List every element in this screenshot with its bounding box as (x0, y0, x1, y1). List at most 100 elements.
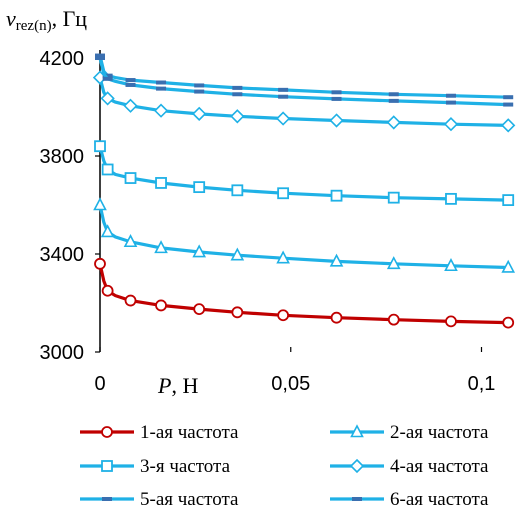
legend-item-6: 6-ая частота (330, 489, 489, 510)
legend-label: 2-ая частота (390, 422, 489, 443)
series-2-point (123, 234, 138, 248)
series-2-point (100, 224, 115, 238)
series-3-line (98, 145, 509, 202)
series-6-point (278, 94, 289, 99)
series-3-point (277, 187, 290, 200)
series-2-line (98, 204, 509, 270)
series-2 (93, 197, 516, 273)
series-1-point (231, 306, 244, 319)
legend-label: 5-ая частота (140, 489, 239, 510)
legend-item-3: 3-я частота (80, 456, 231, 477)
series-2-point (501, 259, 516, 273)
series-5-point (156, 80, 167, 85)
legend-label: 6-ая частота (390, 489, 489, 510)
series-6 (95, 56, 514, 107)
series-1-line (98, 263, 509, 325)
y-tick-label: 4200 (40, 48, 85, 70)
series-4-point (230, 109, 245, 124)
series-layer (92, 53, 516, 329)
series-1-point (124, 294, 137, 307)
series-4-point (100, 91, 115, 106)
series-1-point (330, 311, 343, 324)
x-axis-ticks: 0 0,05 0,1 (94, 347, 495, 395)
legend-label: 4-ая частота (390, 456, 489, 477)
x-tick-label: 0 (94, 373, 105, 395)
series-6-point (156, 86, 167, 91)
series-4-point (123, 98, 138, 113)
legend-swatch-marker (101, 426, 113, 438)
series-3-point (94, 140, 106, 153)
series-1-point (101, 284, 114, 297)
series-3 (94, 140, 515, 207)
series-5-point (278, 87, 289, 92)
series-1-point (502, 316, 515, 329)
x-axis-label: P, Н (157, 373, 198, 398)
x-tick-label: 0,05 (271, 373, 310, 395)
series-1-point (277, 309, 290, 322)
series-3-point (193, 181, 206, 194)
series-4-point (275, 111, 291, 126)
legend-swatch-marker (101, 460, 113, 472)
series-2-point (276, 250, 290, 264)
series-4-point (386, 115, 401, 130)
y-axis-label: vrez(n), Гц (6, 6, 87, 34)
series-4-point (443, 117, 459, 132)
series-5-point (388, 92, 399, 97)
series-6-point (388, 98, 399, 103)
series-3-point (387, 191, 400, 204)
series-6-point (331, 96, 342, 101)
series-6-point (125, 82, 136, 87)
series-5-point (125, 78, 136, 83)
series-2-point (192, 244, 207, 258)
series-6-point (95, 56, 105, 60)
series-2-point (444, 258, 458, 272)
series-6-point (503, 102, 514, 107)
series-5-point (445, 93, 456, 98)
series-3-point (502, 194, 515, 207)
legend-item-1: 1-ая частота (80, 422, 239, 443)
series-6-point (194, 89, 205, 94)
legend-item-2: 2-ая частота (330, 422, 489, 443)
x-tick-label: 0,1 (468, 373, 496, 395)
y-tick-label: 3800 (40, 146, 85, 168)
series-1-point (155, 299, 167, 312)
series-4 (92, 70, 516, 133)
series-3-point (101, 163, 114, 176)
legend-item-4: 4-ая частота (330, 456, 489, 477)
series-1 (94, 257, 515, 329)
series-2-point (386, 256, 401, 270)
series-6-point (445, 100, 456, 105)
y-tick-label: 3000 (40, 342, 85, 364)
series-6-point (232, 92, 243, 97)
legend-swatch-marker (102, 497, 112, 501)
series-5-point (331, 90, 342, 95)
series-1-point (445, 315, 457, 328)
series-1-point (387, 313, 400, 326)
series-2-point (230, 247, 245, 261)
y-tick-label: 3400 (40, 244, 85, 266)
series-4-point (153, 103, 169, 118)
legend-swatch-marker (352, 497, 362, 501)
series-5-line (98, 55, 509, 99)
legend-swatch-marker (350, 424, 364, 438)
series-3-point (155, 177, 167, 189)
series-1-point (94, 257, 106, 270)
series-1-point (193, 303, 206, 316)
series-5-point (503, 95, 514, 100)
legend-item-5: 5-ая частота (80, 489, 239, 510)
series-5-point (194, 83, 205, 88)
series-3-point (445, 192, 457, 205)
series-5 (95, 53, 514, 100)
series-2-point (154, 240, 168, 254)
series-3-point (231, 184, 244, 197)
series-5-point (95, 53, 105, 58)
series-6-point (102, 76, 113, 81)
series-4-point (192, 106, 207, 121)
series-5-point (102, 73, 113, 78)
series-4-point (501, 118, 516, 133)
legend-swatch-marker (349, 458, 365, 474)
legend-label: 3-я частота (140, 456, 231, 477)
series-2-point (329, 253, 344, 267)
legend: 1-ая частота 2-ая частота 3-я частота 4-ая … (80, 422, 489, 510)
